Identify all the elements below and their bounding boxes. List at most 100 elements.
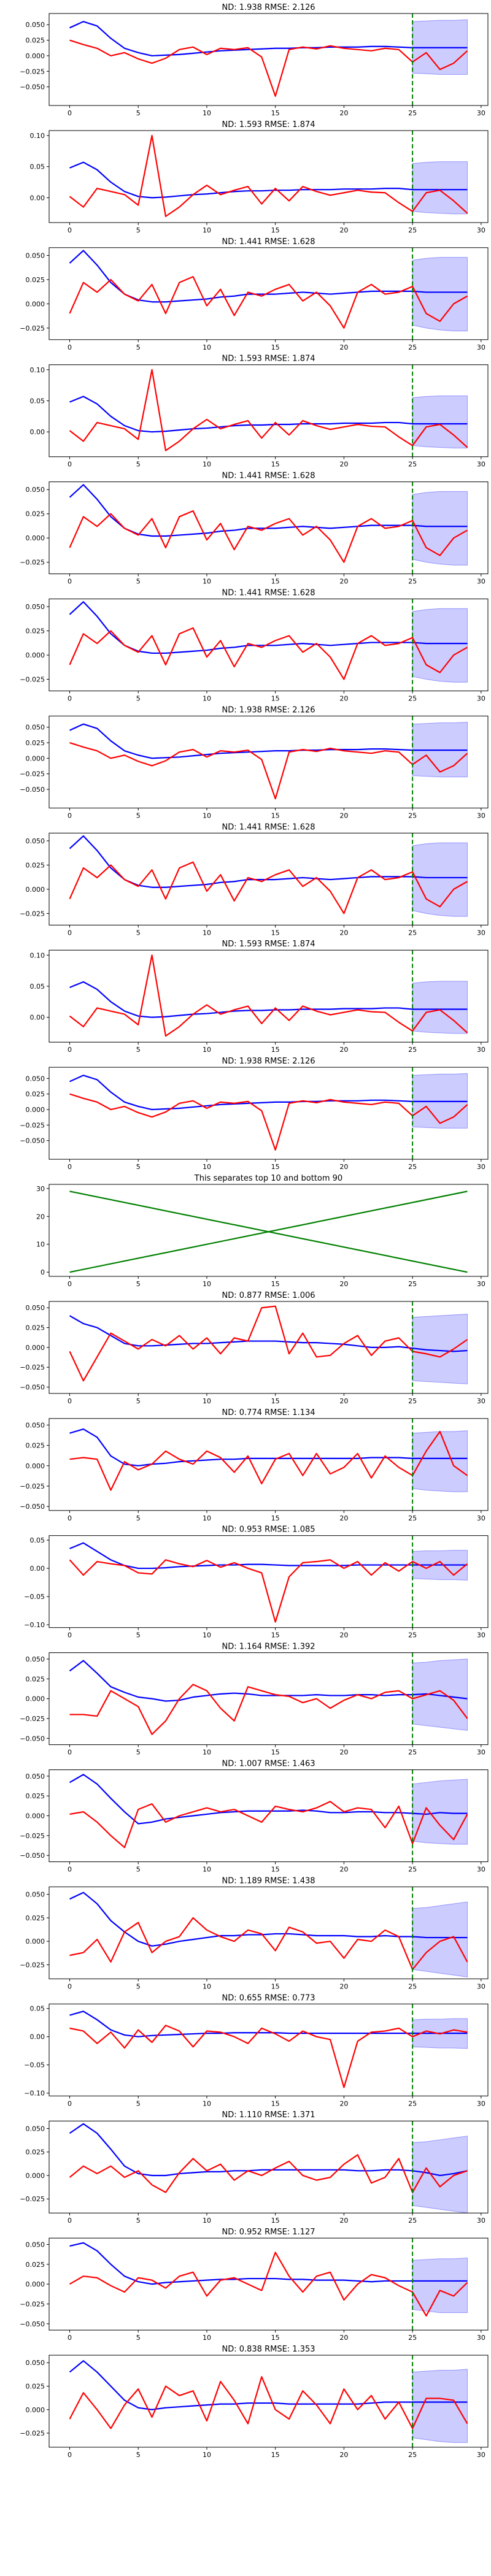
confidence-band bbox=[412, 2369, 468, 2443]
y-tick-label: 0.025 bbox=[26, 276, 45, 284]
y-tick-label: 0.050 bbox=[26, 486, 45, 494]
y-tick-label: 0.000 bbox=[26, 2406, 45, 2414]
y-tick-label: 0.050 bbox=[26, 603, 45, 611]
x-tick-label: 0 bbox=[68, 1280, 72, 1288]
series-line-1 bbox=[69, 1542, 468, 1570]
x-tick-label: 5 bbox=[136, 1982, 141, 1990]
y-tick-label: 0.000 bbox=[26, 1938, 45, 1945]
series-line-2 bbox=[69, 861, 468, 914]
x-tick-label: 0 bbox=[68, 1163, 72, 1171]
x-tick-label: 0 bbox=[68, 2099, 72, 2107]
x-tick-label: 5 bbox=[136, 1866, 141, 1874]
x-tick-label: 15 bbox=[271, 1046, 280, 1054]
confidence-band bbox=[412, 2257, 468, 2313]
x-tick-label: 25 bbox=[408, 811, 417, 819]
series-line-1 bbox=[69, 2242, 468, 2285]
y-tick-label: 0.025 bbox=[26, 1091, 45, 1098]
x-tick-label: 10 bbox=[203, 1866, 211, 1874]
series-line-2 bbox=[69, 510, 468, 563]
plot-frame bbox=[48, 364, 489, 458]
x-tick-label: 10 bbox=[203, 343, 211, 351]
chart-panel-16: ND: 1.007 RMSE: 1.463 0 5 10 15 20 25 30 −0.050 −… bbox=[20, 1760, 489, 1874]
confidence-band bbox=[412, 1779, 468, 1845]
x-tick-label: 15 bbox=[271, 226, 280, 234]
x-tick-label: 20 bbox=[339, 1046, 348, 1054]
x-tick-label: 30 bbox=[477, 1280, 485, 1288]
y-tick-label: −0.025 bbox=[20, 559, 45, 567]
series-line-2 bbox=[69, 2025, 468, 2088]
x-tick-label: 15 bbox=[271, 343, 280, 351]
x-tick-label: 25 bbox=[408, 1866, 417, 1874]
y-tick-label: 0.00 bbox=[30, 194, 45, 202]
x-tick-label: 10 bbox=[203, 1397, 211, 1405]
chart-title: ND: 1.110 RMSE: 1.371 bbox=[222, 2110, 315, 2120]
plot-frame bbox=[48, 1184, 489, 1277]
chart-title: ND: 1.441 RMSE: 1.628 bbox=[222, 589, 315, 598]
y-tick-label: −0.025 bbox=[20, 324, 45, 332]
x-tick-label: 20 bbox=[339, 2099, 348, 2107]
x-tick-label: 30 bbox=[477, 1631, 485, 1639]
chart-panel-17: ND: 1.189 RMSE: 1.438 0 5 10 15 20 25 30 −0.025 0… bbox=[20, 1876, 489, 1990]
y-tick-label: −0.025 bbox=[20, 2429, 45, 2437]
x-tick-label: 0 bbox=[68, 1749, 72, 1757]
y-tick-label: 0.00 bbox=[30, 1014, 45, 1022]
x-tick-label: 5 bbox=[136, 1749, 141, 1757]
chart-title: ND: 1.441 RMSE: 1.628 bbox=[222, 822, 315, 832]
chart-title: ND: 1.164 RMSE: 1.392 bbox=[222, 1643, 315, 1652]
x-tick-label: 15 bbox=[271, 1397, 280, 1405]
x-tick-label: 20 bbox=[339, 1397, 348, 1405]
y-tick-label: 0.00 bbox=[30, 1565, 45, 1573]
x-tick-label: 15 bbox=[271, 695, 280, 703]
series-line-1 bbox=[69, 1075, 468, 1111]
x-tick-label: 0 bbox=[68, 811, 72, 819]
x-tick-label: 0 bbox=[68, 695, 72, 703]
x-tick-label: 10 bbox=[203, 226, 211, 234]
series-line-1 bbox=[69, 1774, 468, 1825]
y-tick-label: 0.050 bbox=[26, 1075, 45, 1083]
chart-panel-9: ND: 1.593 RMSE: 1.874 0 5 10 15 20 25 30 0.00 0.0… bbox=[30, 940, 489, 1054]
x-tick-label: 20 bbox=[339, 1866, 348, 1874]
x-tick-label: 15 bbox=[271, 109, 280, 117]
y-tick-label: −0.050 bbox=[20, 1735, 45, 1742]
x-tick-label: 5 bbox=[136, 578, 141, 586]
x-tick-label: 10 bbox=[203, 461, 211, 469]
plot-frame bbox=[48, 13, 489, 106]
x-tick-label: 15 bbox=[271, 2451, 280, 2459]
series-line-2 bbox=[69, 2252, 468, 2317]
x-tick-label: 20 bbox=[339, 461, 348, 469]
y-tick-label: −0.050 bbox=[20, 1503, 45, 1511]
chart-title: ND: 1.938 RMSE: 2.126 bbox=[222, 3, 315, 12]
x-tick-label: 0 bbox=[68, 461, 72, 469]
y-tick-label: 30 bbox=[36, 1185, 45, 1193]
y-tick-label: 0.000 bbox=[26, 300, 45, 308]
y-tick-label: 0.025 bbox=[26, 2149, 45, 2156]
chart-panel-5: ND: 1.441 RMSE: 1.628 0 5 10 15 20 25 30 −0.025 0… bbox=[20, 472, 489, 586]
x-tick-label: 30 bbox=[477, 2451, 485, 2459]
chart-panel-3: ND: 1.441 RMSE: 1.628 0 5 10 15 20 25 30 −0.025 0… bbox=[20, 237, 489, 351]
y-tick-label: 0.025 bbox=[26, 861, 45, 869]
x-tick-label: 25 bbox=[408, 2334, 417, 2342]
chart-panel-6: ND: 1.441 RMSE: 1.628 0 5 10 15 20 25 30 −0.025 0… bbox=[20, 589, 489, 703]
chart-title: ND: 0.877 RMSE: 1.006 bbox=[222, 1291, 315, 1300]
x-tick-label: 25 bbox=[408, 1046, 417, 1054]
y-tick-label: 0.050 bbox=[26, 1304, 45, 1312]
x-tick-label: 0 bbox=[68, 1866, 72, 1874]
chart-panel-20: ND: 0.952 RMSE: 1.127 0 5 10 15 20 25 30 −0.050 −… bbox=[20, 2228, 489, 2342]
x-tick-label: 20 bbox=[339, 1982, 348, 1990]
chart-panel-14: ND: 0.953 RMSE: 1.085 0 5 10 15 20 25 30 −0.10 −0… bbox=[24, 1525, 489, 1639]
plot-frame bbox=[48, 1535, 489, 1628]
plot-frame bbox=[48, 1067, 489, 1160]
y-tick-label: 0.000 bbox=[26, 52, 45, 60]
x-tick-label: 30 bbox=[477, 811, 485, 819]
chart-panel-19: ND: 1.110 RMSE: 1.371 0 5 10 15 20 25 30 −0.025 0… bbox=[20, 2110, 489, 2225]
x-tick-label: 20 bbox=[339, 1280, 348, 1288]
series-line-2 bbox=[69, 39, 468, 97]
x-tick-label: 15 bbox=[271, 1982, 280, 1990]
chart-panel-15: ND: 1.164 RMSE: 1.392 0 5 10 15 20 25 30 −0.050 −… bbox=[20, 1643, 489, 1757]
series-line-2 bbox=[69, 369, 468, 451]
x-tick-label: 15 bbox=[271, 1163, 280, 1171]
series-line-1 bbox=[69, 723, 468, 759]
y-tick-label: 0.025 bbox=[26, 37, 45, 45]
x-tick-label: 0 bbox=[68, 109, 72, 117]
y-tick-label: 0.10 bbox=[30, 951, 45, 959]
